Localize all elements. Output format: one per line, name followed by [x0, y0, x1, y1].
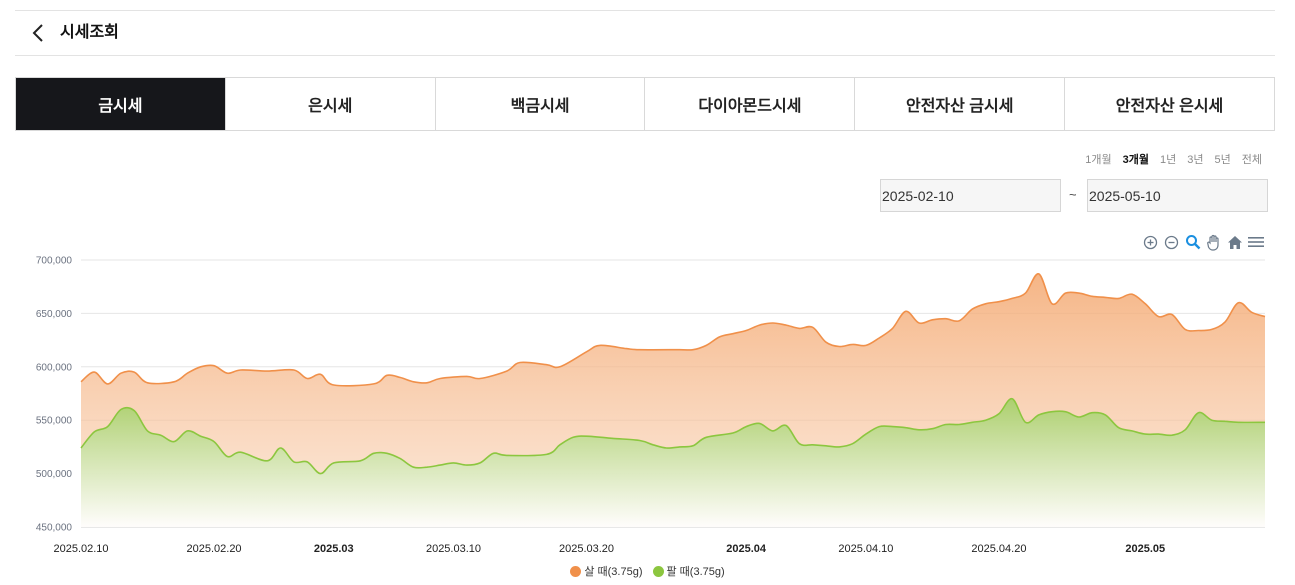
x-tick-label: 2025.03.20 — [559, 543, 614, 555]
legend-buy[interactable]: 살 때(3.75g) — [570, 563, 643, 579]
x-axis: 2025.02.10 2025.02.20 2025.03 2025.03.10 202… — [53, 543, 1165, 555]
period-5-years[interactable]: 5년 — [1214, 154, 1231, 166]
legend-sell[interactable]: 팔 때(3.75g) — [652, 563, 725, 579]
menu-icon[interactable] — [1246, 233, 1265, 251]
period-all[interactable]: 전체 — [1241, 154, 1262, 166]
x-tick-label: 2025.04.10 — [838, 543, 893, 555]
tab-gold[interactable]: 금시세 — [16, 78, 225, 130]
page-header: 시세조회 — [15, 11, 1275, 56]
y-axis: 700,000 650,000 600,000 550,000 500,000 450,0… — [36, 256, 73, 534]
x-tick-label: 2025.02.10 — [53, 543, 108, 555]
x-tick-label: 2025.03.10 — [426, 543, 481, 555]
legend-buy-marker — [570, 565, 582, 577]
top-divider — [15, 10, 1275, 11]
reset-home-icon[interactable] — [1225, 233, 1244, 251]
y-tick-label: 550,000 — [36, 416, 73, 427]
y-tick-label: 700,000 — [36, 256, 73, 267]
zoom-select-icon[interactable] — [1183, 233, 1202, 251]
legend-sell-label: 팔 때(3.75g) — [666, 566, 725, 578]
chart-legend: 살 때(3.75g) 팔 때(3.75g) — [0, 563, 1295, 579]
legend-sell-marker — [652, 565, 664, 577]
tab-silver[interactable]: 은시세 — [224, 78, 435, 130]
period-1-year[interactable]: 1년 — [1160, 154, 1177, 166]
tab-platinum[interactable]: 백금시세 — [434, 78, 645, 130]
pan-hand-icon[interactable] — [1204, 233, 1223, 251]
y-tick-label: 500,000 — [36, 469, 73, 480]
period-1-month[interactable]: 1개월 — [1085, 154, 1112, 166]
x-tick-label: 2025.05 — [1125, 543, 1165, 555]
date-range-separator: ~ — [1069, 187, 1077, 202]
sell-price-line — [80, 397, 1266, 475]
metal-tabs: 금시세 은시세 백금시세 다이아몬드시세 안전자산 금시세 안전자산 은시세 — [15, 77, 1275, 131]
x-tick-label: 2025.04 — [726, 543, 767, 555]
sell-price-area — [81, 398, 1265, 527]
chart-areas — [80, 273, 1266, 527]
tab-diamond[interactable]: 다이아몬드시세 — [644, 78, 855, 130]
zoom-in-icon[interactable] — [1141, 233, 1160, 251]
y-tick-label: 600,000 — [36, 362, 73, 373]
x-tick-label: 2025.02.20 — [187, 543, 242, 555]
end-date-input[interactable] — [1087, 179, 1268, 212]
x-tick-label: 2025.04.20 — [971, 543, 1026, 555]
chart-toolbar — [1141, 233, 1265, 251]
period-3-months[interactable]: 3개월 — [1122, 154, 1149, 166]
period-selector: 1개월 3개월 1년 3년 5년 전체 — [1085, 151, 1262, 167]
x-tick-label: 2025.03 — [314, 543, 354, 555]
period-3-years[interactable]: 3년 — [1187, 154, 1204, 166]
zoom-out-icon[interactable] — [1162, 233, 1181, 251]
back-arrow-icon[interactable] — [29, 23, 49, 43]
legend-buy-label: 살 때(3.75g) — [584, 566, 643, 578]
buy-price-line — [80, 273, 1266, 387]
start-date-input[interactable] — [880, 179, 1061, 212]
tab-safe-gold[interactable]: 안전자산 금시세 — [854, 78, 1065, 130]
y-tick-label: 650,000 — [36, 309, 73, 320]
tab-safe-silver[interactable]: 안전자산 은시세 — [1064, 78, 1274, 130]
y-tick-label: 450,000 — [36, 523, 73, 534]
page-title: 시세조회 — [60, 24, 119, 41]
